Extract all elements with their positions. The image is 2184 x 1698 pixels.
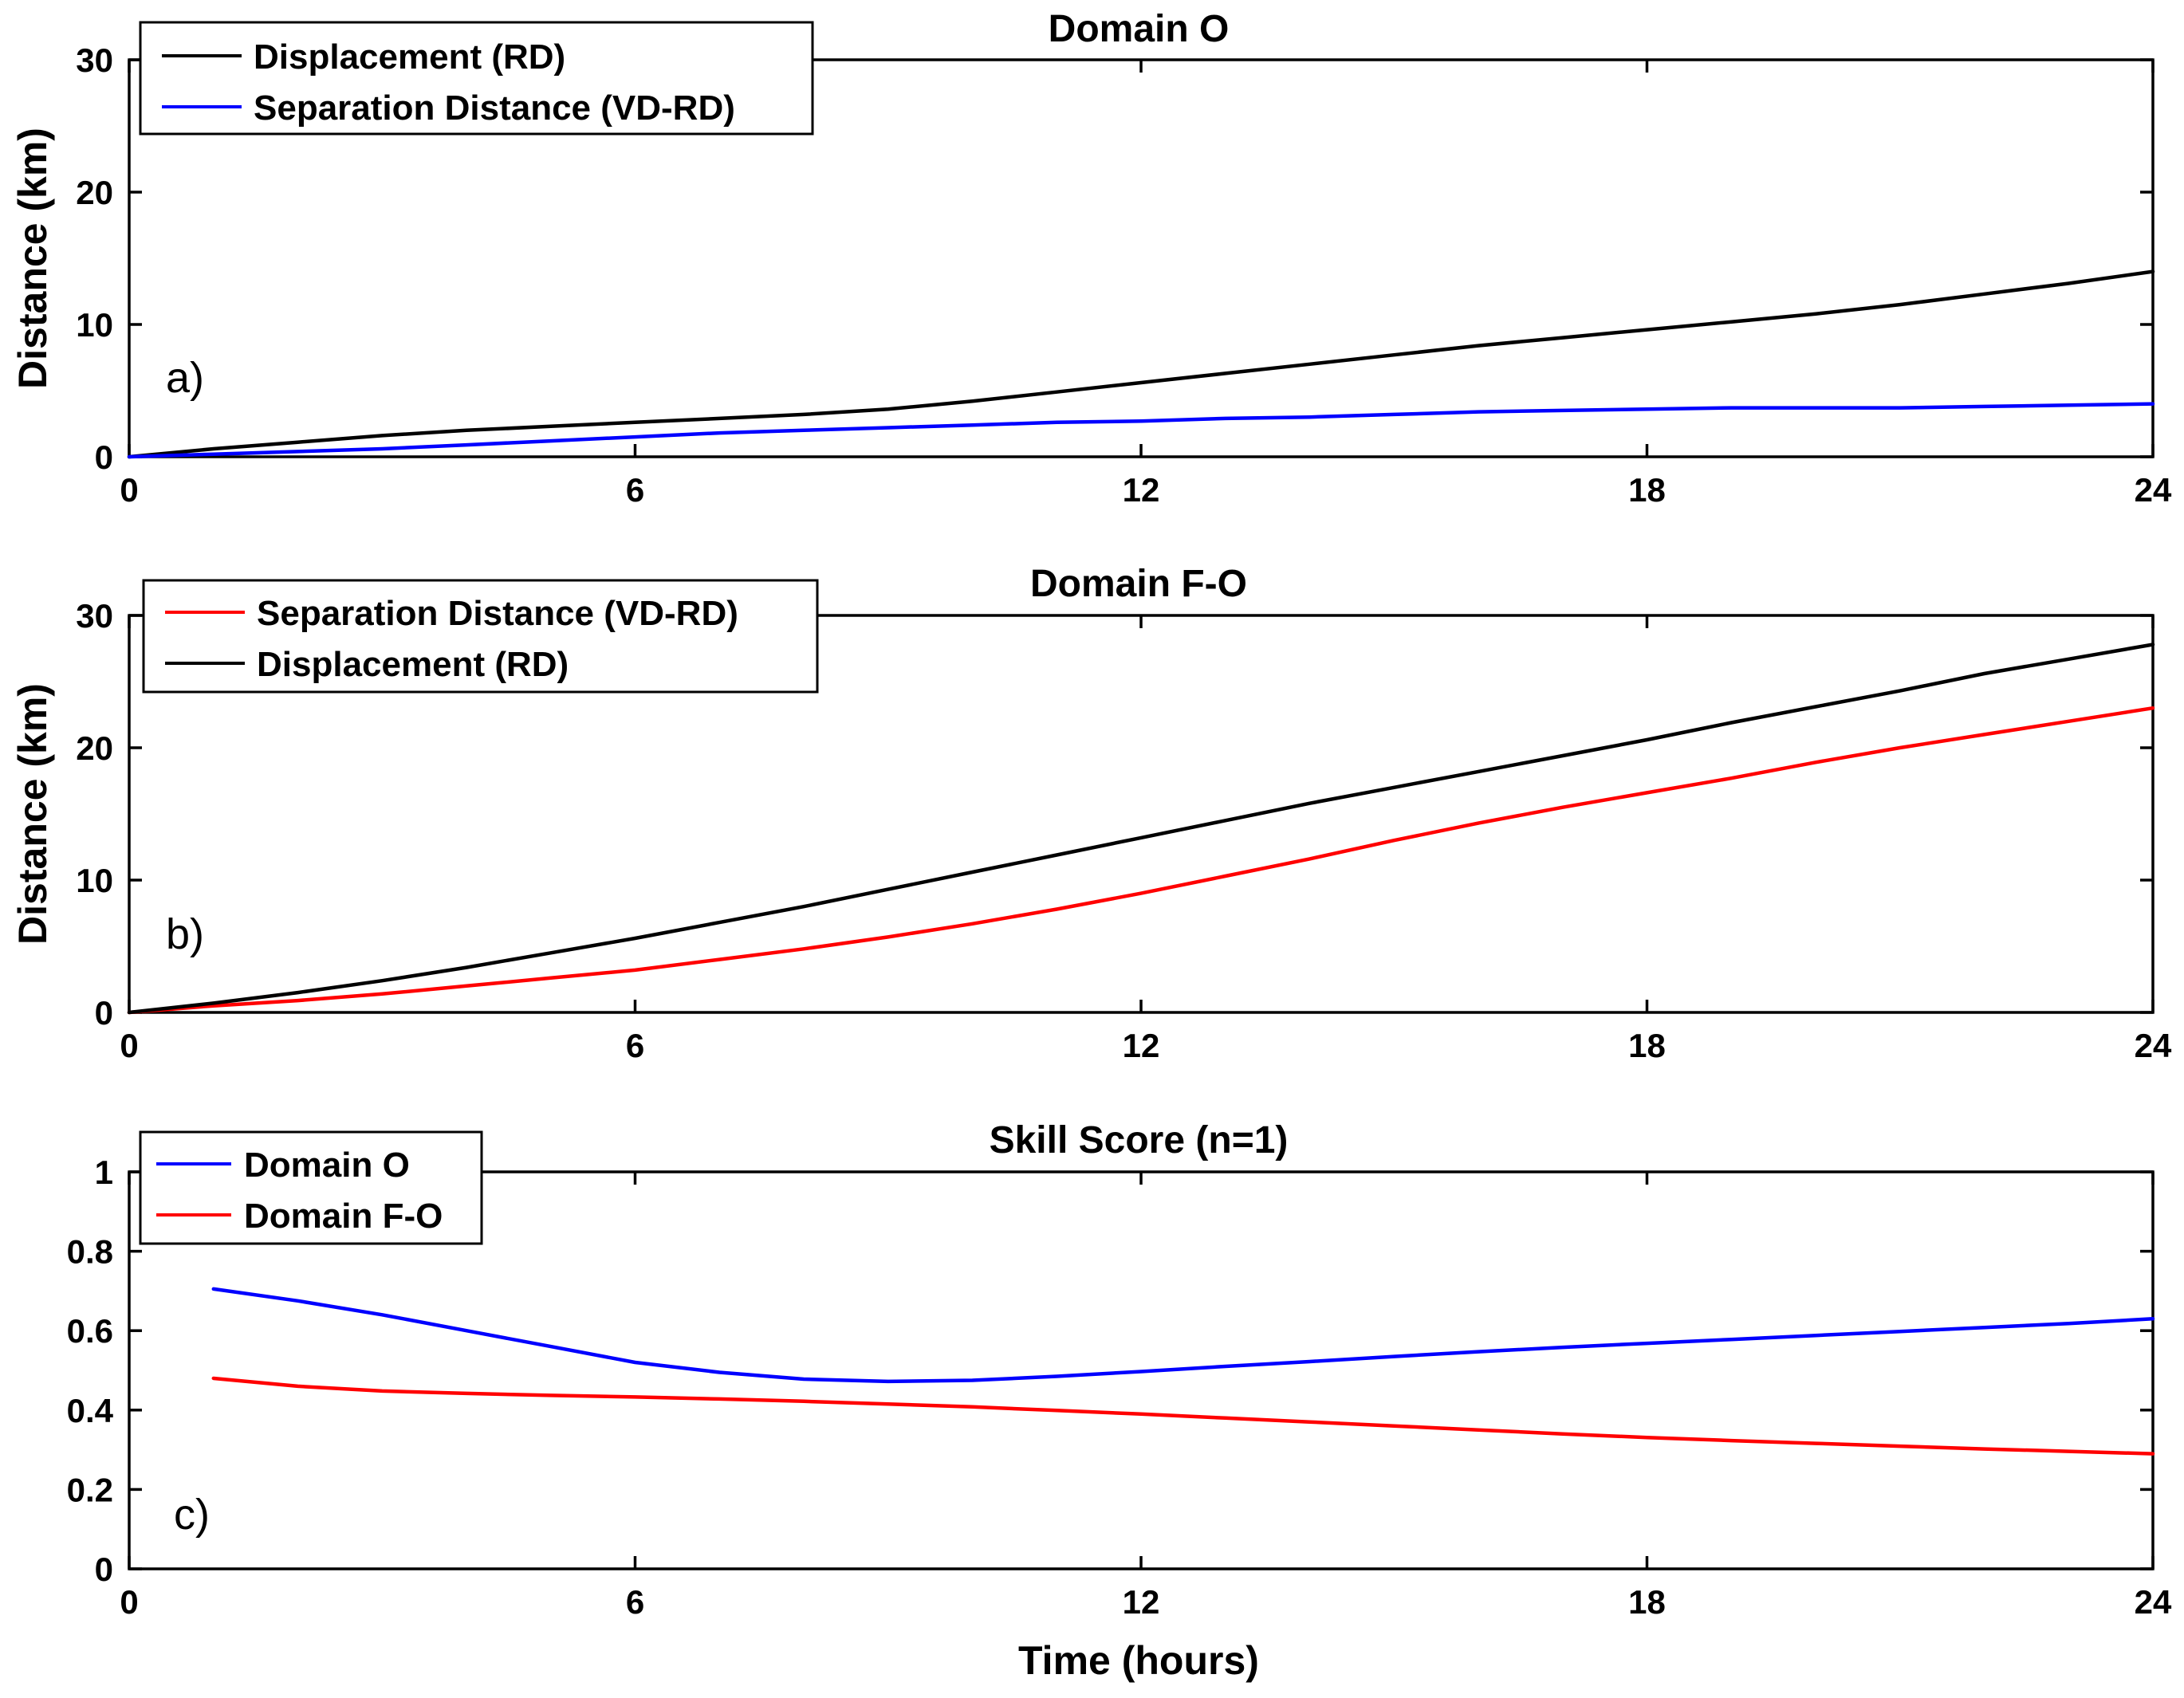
legend-label-displacement: Displacement (RD) (254, 37, 565, 77)
series-line-domain-f-o (211, 1376, 2155, 1456)
x-tick-label: 6 (626, 471, 644, 509)
series-line-displacement-rd (127, 643, 2155, 1015)
y-tick-label: 30 (76, 41, 113, 79)
series-line-displacement-rd (127, 269, 2155, 459)
x-tick-label: 24 (2135, 471, 2172, 509)
y-tick-label: 0.2 (67, 1471, 113, 1508)
legend-label-domain-f-o: Domain F-O (244, 1197, 443, 1236)
legend-label-separation: Separation Distance (VD-RD) (257, 594, 738, 633)
x-tick-label: 0 (120, 471, 138, 509)
series-line-separation-distance-vd-rd (127, 706, 2155, 1015)
y-tick-label: 0 (95, 438, 113, 476)
y-tick-label: 30 (76, 597, 113, 635)
chart-title: Skill Score (n=1) (990, 1119, 1289, 1161)
legend-box (139, 1130, 483, 1245)
x-tick-label: 24 (2135, 1583, 2172, 1621)
y-tick-label: 0 (95, 994, 113, 1032)
panel-label: b) (166, 910, 204, 958)
panel-label: a) (166, 354, 204, 402)
y-tick-label: 0.4 (67, 1392, 114, 1429)
legend: Separation Distance (VD-RD) Displacement… (142, 579, 819, 694)
axis-ticks: 0 6 12 18 24 0 10 20 30 (76, 597, 2172, 1064)
y-axis-label: Distance (km) (10, 683, 55, 945)
legend-label-displacement: Displacement (RD) (257, 645, 569, 684)
x-tick-label: 0 (120, 1027, 138, 1064)
y-tick-label: 20 (76, 729, 113, 767)
panel-c: Skill Score (n=1) 0 6 12 18 24 0 0.2 0.4 0.6 0.8 1… (67, 1119, 2172, 1683)
panel-a: Domain O 0 6 12 18 24 0 10 20 30 Distance (km) a… (10, 8, 2172, 509)
x-tick-label: 12 (1123, 471, 1160, 509)
series-line-separation-distance-vd-rd (127, 402, 2155, 459)
x-tick-label: 12 (1123, 1583, 1160, 1621)
y-tick-label: 10 (76, 306, 113, 344)
x-tick-label: 0 (120, 1583, 138, 1621)
chart-title: Domain F-O (1030, 563, 1247, 605)
x-tick-label: 6 (626, 1027, 644, 1064)
legend-label-domain-o: Domain O (244, 1146, 410, 1185)
y-tick-label: 0.6 (67, 1312, 113, 1350)
x-tick-label: 24 (2135, 1027, 2172, 1064)
axis-ticks: 0 6 12 18 24 0 10 20 30 (76, 41, 2172, 509)
y-tick-label: 0.8 (67, 1233, 113, 1271)
y-tick-label: 10 (76, 862, 113, 899)
legend: Domain O Domain F-O (139, 1130, 483, 1245)
chart-title: Domain O (1049, 8, 1230, 50)
y-tick-label: 20 (76, 174, 113, 211)
y-tick-label: 0 (95, 1551, 113, 1588)
legend-box (139, 21, 814, 136)
x-tick-label: 18 (1628, 471, 1666, 509)
y-tick-label: 1 (95, 1154, 113, 1191)
series-lines (127, 643, 2155, 1015)
series-lines (127, 269, 2155, 459)
series-lines (211, 1287, 2155, 1456)
legend-box (142, 579, 819, 694)
series-line-domain-o (211, 1287, 2155, 1384)
x-tick-label: 12 (1123, 1027, 1160, 1064)
x-axis-label: Time (hours) (1018, 1638, 1259, 1683)
axis-ticks: 0 6 12 18 24 0 0.2 0.4 0.6 0.8 1 (67, 1154, 2172, 1621)
x-tick-label: 6 (626, 1583, 644, 1621)
panel-b: Domain F-O 0 6 12 18 24 0 10 20 30 Distance (km)… (10, 563, 2172, 1064)
legend: Displacement (RD) Separation Distance (V… (139, 21, 814, 136)
y-axis-label: Distance (km) (10, 128, 55, 389)
x-tick-label: 18 (1628, 1583, 1666, 1621)
x-tick-label: 18 (1628, 1027, 1666, 1064)
legend-label-separation: Separation Distance (VD-RD) (254, 88, 735, 128)
panel-label: c) (174, 1491, 210, 1539)
